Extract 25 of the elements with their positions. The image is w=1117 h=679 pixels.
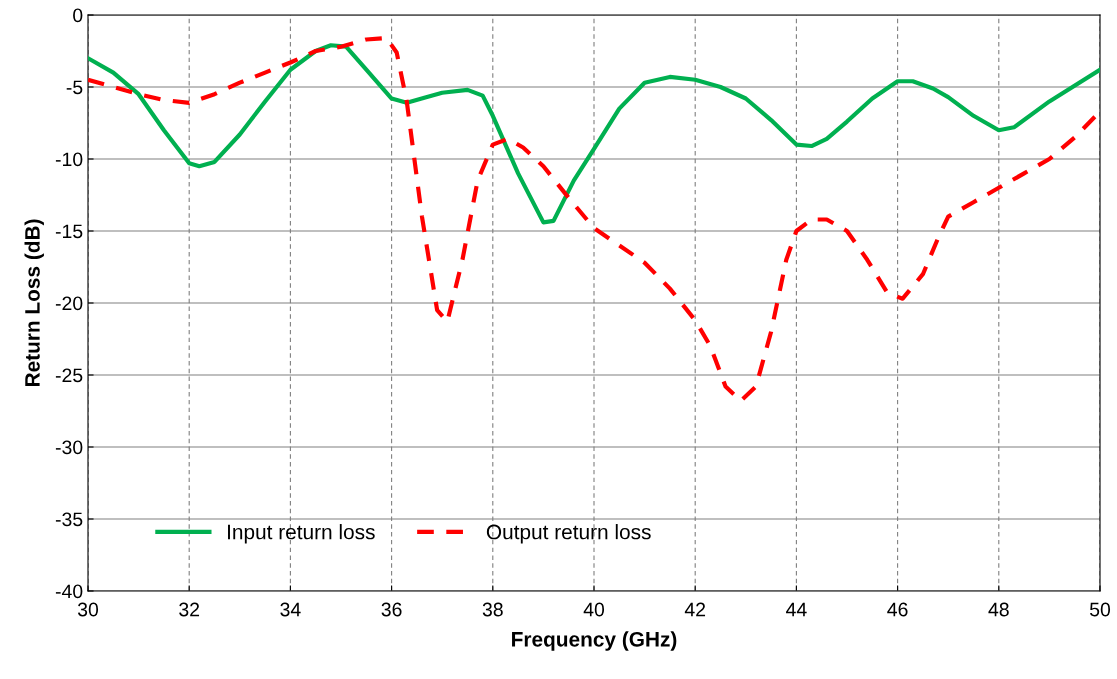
x-tick-label: 30 <box>77 602 99 617</box>
x-axis-title: Frequency (GHz) <box>512 631 677 651</box>
y-tick-label: -20 <box>55 296 83 311</box>
y-axis-title: Return Loss (dB) <box>24 219 44 387</box>
y-tick-label: -15 <box>55 224 83 239</box>
y-tick-label: -25 <box>55 368 83 383</box>
x-tick-label: 32 <box>179 602 200 617</box>
x-tick-label: 44 <box>786 602 807 617</box>
x-tick-label: 34 <box>280 602 301 617</box>
y-tick-label: -30 <box>55 440 83 455</box>
y-tick-label: 0 <box>73 8 83 23</box>
x-tick-label: 50 <box>1089 602 1111 617</box>
y-tick-label: -5 <box>66 80 83 95</box>
x-tick-label: 48 <box>988 602 1009 617</box>
y-tick-label: -40 <box>55 584 83 599</box>
x-tick-label: 40 <box>583 602 605 617</box>
legend-label: Output return loss <box>486 524 651 544</box>
line-series <box>88 43 1100 225</box>
x-tick-label: 38 <box>482 602 503 617</box>
y-tick-label: -35 <box>55 512 83 527</box>
x-tick-label: 46 <box>887 602 908 617</box>
legend-label: Input return loss <box>228 524 375 544</box>
x-tick-label: 42 <box>684 602 706 617</box>
x-tick-label: 36 <box>381 602 402 617</box>
y-tick-label: -10 <box>55 152 83 167</box>
